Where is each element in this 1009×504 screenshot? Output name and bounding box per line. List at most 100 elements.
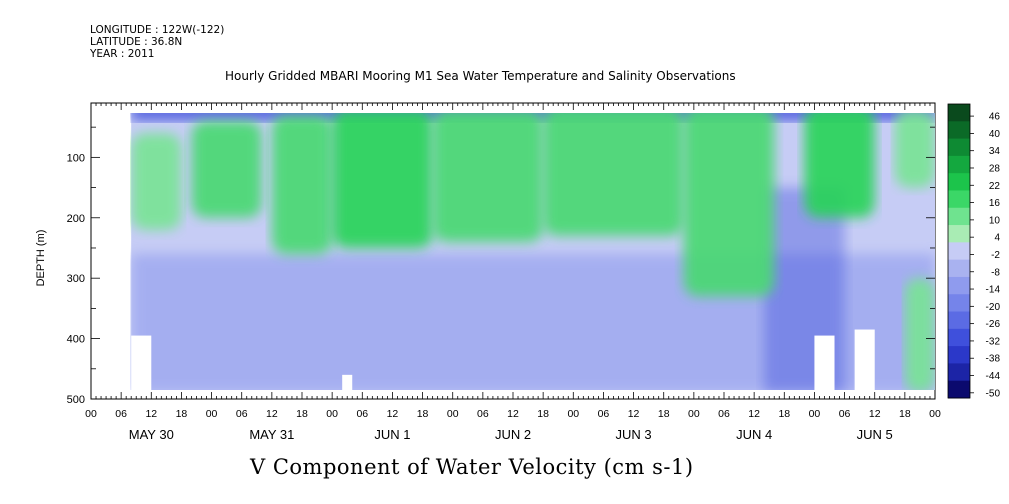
missing-region [854,329,875,393]
x-hour-tick-label: 06 [477,408,489,420]
positive-feature-7 [804,113,875,218]
longitude-label: LONGITUDE : 122W(-122) [90,24,225,36]
colorbar-label: -20 [986,302,1001,313]
colorbar-label: -44 [986,371,1001,382]
x-hour-tick-label: 12 [748,408,760,420]
x-hour-tick-label: 00 [206,408,218,420]
x-hour-tick-label: 06 [236,408,248,420]
colorbar-swatch [948,190,970,209]
colorbar-swatch [948,173,970,191]
colorbar-label: 4 [994,233,1000,244]
x-hour-tick-label: 18 [176,408,188,420]
x-hour-tick-label: 18 [778,408,790,420]
colorbar-swatch [948,138,970,157]
x-axis: 00 06 12 18 00 06 12 18 00 06 12 18 00 06 12 18 00 06 12 18… [85,103,941,442]
x-hour-tick-label: 18 [658,408,670,420]
x-hour-tick-label: 12 [507,408,519,420]
colorbar-label: -32 [986,336,1001,347]
colorbar-swatch [948,121,970,140]
y-axis: 100 200 300 400 500 [67,126,935,406]
colorbar-swatch [948,259,970,278]
colorbar-swatch [948,363,970,382]
x-hour-tick-label: 00 [688,408,700,420]
missing-region [342,374,353,393]
x-hour-tick-label: 06 [598,408,610,420]
missing-region [131,335,152,393]
colorbar-label: 22 [989,181,1001,192]
day-label: MAY 30 [129,427,174,442]
x-hour-tick-label: 00 [929,408,941,420]
colorbar-swatch [948,242,970,261]
colorbar-label: 40 [989,129,1001,140]
y-axis-label: DEPTH (m) [35,230,47,287]
chart-title: Hourly Gridded MBARI Mooring M1 Sea Wate… [225,69,736,83]
colorbar-label: 10 [989,215,1001,226]
positive-feature-5 [543,113,684,236]
x-hour-tick-label: 18 [537,408,549,420]
x-hour-tick-label: 06 [718,408,730,420]
colorbar-swatch [948,207,970,226]
y-tick-label: 200 [67,213,85,225]
positive-feature-1 [191,121,262,218]
x-hour-tick-label: 00 [567,408,579,420]
y-tick-label: 300 [67,273,85,285]
colorbar-label: 28 [989,163,1001,174]
day-label: MAY 31 [249,427,294,442]
colorbar-label: -38 [986,354,1001,365]
day-label: JUN 2 [495,427,531,442]
x-hour-tick-label: 00 [447,408,459,420]
colorbar-label: -14 [986,285,1001,296]
colorbar-label: -2 [991,250,1000,261]
latitude-label: LATITUDE : 36.8N [90,36,183,48]
positive-feature-0 [131,133,182,230]
y-tick-label: 500 [67,394,85,406]
y-tick-label: 100 [67,152,85,164]
positive-feature-6 [683,113,775,297]
day-label: JUN 3 [616,427,652,442]
x-hour-tick-label: 12 [145,408,157,420]
missing-region [814,335,835,393]
missing-data-regions [131,329,875,393]
positive-feature-8 [894,113,935,188]
x-hour-tick-label: 06 [115,408,127,420]
colorbar-label: -26 [986,319,1001,330]
positive-feature-2 [271,115,333,255]
x-hour-tick-label: 18 [899,408,911,420]
x-hour-tick-label: 12 [387,408,399,420]
colorbar-swatch [948,276,970,295]
colorbar: 46 40 34 28 22 16 10 4 -2 -8 -14 -20 -26 -32 -38 -44 -50 [947,103,1001,399]
colorbar-swatch [948,380,970,399]
colorbar-swatch [948,155,970,174]
colorbar-swatch [948,346,970,364]
colorbar-swatch [948,328,970,347]
x-hour-tick-label: 12 [266,408,278,420]
x-axis-label: V Component of Water Velocity (cm s-1) [250,455,694,479]
colorbar-swatch [948,294,970,313]
heatmap-field [131,113,935,390]
y-tick-label: 400 [67,334,85,346]
colorbar-frame [947,103,971,399]
colorbar-label: 16 [989,198,1001,209]
colorbar-label: 46 [989,112,1001,123]
x-hour-tick-label: 00 [85,408,97,420]
day-label: JUN 1 [374,427,410,442]
x-hour-tick-label: 00 [809,408,821,420]
colorbar-label: 34 [989,146,1001,157]
positive-feature-3 [332,113,433,248]
year-label: YEAR : 2011 [90,48,155,60]
x-hour-tick-label: 00 [326,408,338,420]
x-hour-tick-label: 18 [417,408,429,420]
colorbar-label: -8 [991,267,1000,278]
positive-feature-9 [904,278,935,390]
positive-feature-4 [432,113,544,242]
x-hour-tick-label: 06 [356,408,368,420]
day-label: JUN 5 [857,427,893,442]
colorbar-swatch [948,311,970,330]
colorbar-swatch [948,104,970,122]
x-hour-tick-label: 06 [839,408,851,420]
x-hour-tick-label: 18 [296,408,308,420]
x-hour-tick-label: 12 [628,408,640,420]
x-hour-tick-label: 12 [869,408,881,420]
day-label: JUN 4 [736,427,772,442]
